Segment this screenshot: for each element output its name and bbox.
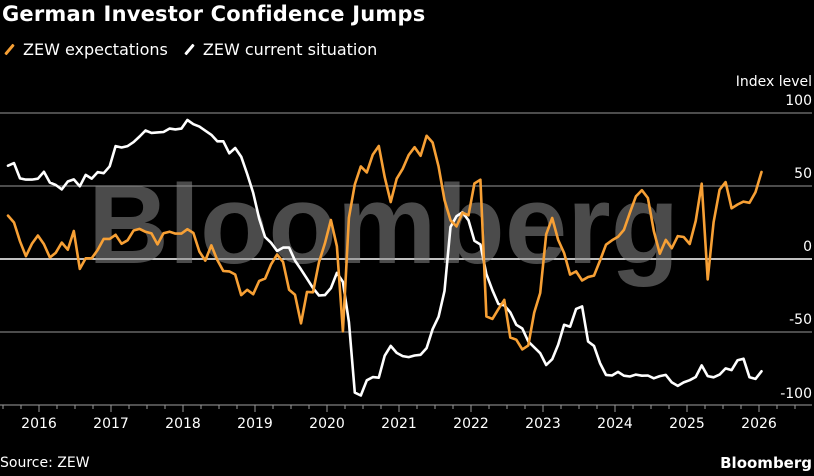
y-tick-label: -100: [780, 386, 812, 402]
x-tick-label: 2016: [21, 416, 57, 432]
y-tick-label: -50: [789, 312, 812, 328]
chart-title: German Investor Confidence Jumps: [2, 2, 426, 26]
bloomberg-logo: Bloomberg: [720, 454, 812, 472]
y-axis: 100 50 0 -50 -100: [780, 93, 812, 402]
x-tick-label: 2019: [237, 416, 273, 432]
x-tick-label: 2026: [741, 416, 777, 432]
x-tick-label: 2025: [669, 416, 705, 432]
legend-item-current: ZEW current situation: [184, 40, 377, 59]
x-tick-label: 2023: [525, 416, 561, 432]
x-tick-label: 2024: [597, 416, 633, 432]
legend-label-current: ZEW current situation: [202, 40, 378, 59]
chart-legend: ZEW expectations ZEW current situation: [4, 40, 393, 59]
x-tick-label: 2017: [93, 416, 129, 432]
y-axis-label: Index level: [736, 74, 812, 90]
x-tick-label: 2018: [165, 416, 201, 432]
x-tick-label: 2022: [453, 416, 489, 432]
x-tick-label: 2021: [381, 416, 417, 432]
y-tick-label: 50: [794, 166, 812, 182]
x-axis: 2016 2017 2018 2019 2020 2021 2022 2023 2024 2025…: [0, 404, 812, 432]
legend-label-expectations: ZEW expectations: [23, 40, 168, 59]
y-tick-label: 100: [785, 93, 812, 109]
source-note: Source: ZEW: [0, 455, 90, 471]
gridlines: [0, 112, 812, 333]
legend-item-expectations: ZEW expectations: [4, 40, 168, 59]
series-lines: [6, 118, 763, 397]
y-tick-label: 0: [803, 239, 812, 255]
bloomberg-watermark: Bloomberg: [88, 162, 679, 287]
series-line-zew-expectations: [6, 134, 763, 351]
x-tick-label: 2020: [309, 416, 345, 432]
series-line-zew-current-situation: [6, 118, 763, 397]
